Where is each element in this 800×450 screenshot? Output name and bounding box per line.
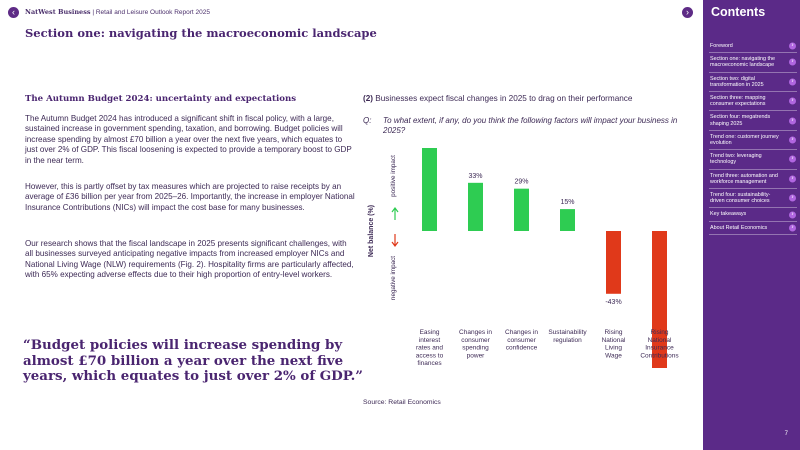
category-label: power [467,352,486,359]
article-paragraph-3: Our research shows that the fiscal lands… [25,239,354,280]
category-label: consumer [507,337,536,344]
contents-item-trend-three[interactable]: Trend three: automation and workforce ma… [709,170,797,190]
chevron-right-icon: › [789,155,796,163]
category-label: regulation [553,337,582,344]
contents-item-label: Trend three: automation and workforce ma… [710,172,778,185]
bar-value-label: 33% [468,173,482,180]
up-arrow-icon [391,207,399,220]
contents-item-about[interactable]: About Retail Economics › [709,222,797,235]
y-axis-label: Net balance (%) [368,205,375,257]
report-title: | Retail and Leisure Outlook Report 2025 [92,9,211,16]
down-arrow-icon [391,234,399,247]
question-text: To what extent, if any, do you think the… [383,116,678,135]
next-page-button[interactable]: › [682,7,693,18]
chart-bar [560,209,575,231]
contents-item-label: Foreword [710,43,733,49]
pull-quote: “Budget policies will increase spending … [23,337,364,385]
chart-bar [652,231,667,368]
contents-item-label: About Retail Economics [710,224,768,231]
chart-bar [606,231,621,294]
bar-value-label: -43% [605,299,621,306]
category-label: Contributions [640,352,679,359]
chevron-right-icon: › [789,211,796,219]
contents-list: Foreword › Section one: navigating the ma… [703,40,800,235]
figure-number: (2) [363,94,374,103]
figure-caption-text: Businesses expect fiscal changes in 2025… [375,94,633,103]
chevron-right-icon: › [789,117,796,125]
bar-value-label: 29% [514,179,528,186]
category-label: Changes in [505,329,538,336]
bar-chart: Net balance (%) positive impact negative i… [368,148,679,368]
contents-item-label: Section three: mapping consumer expectat… [710,95,766,108]
category-label: Changes in [459,329,492,336]
contents-item-section-two[interactable]: Section two: digital transformation in 2… [709,73,797,93]
contents-item-label: Trend one: customer journey evolution [710,133,779,147]
category-label: Rising [604,329,622,336]
article-paragraph-2: However, this is partly offset by tax me… [25,182,355,212]
sidebar-title: Contents [711,5,766,19]
figure-caption: (2) Businesses expect fiscal changes in … [363,94,632,103]
positive-impact-label: positive impact [390,155,397,197]
contents-item-label: Section two: digital transformation in 2… [710,75,764,88]
contents-sidebar: Contents Foreword › Section one: navigati… [703,0,800,450]
contents-item-label: Trend two: leveraging technology [710,153,762,166]
contents-item-section-four[interactable]: Section four: megatrends shaping 2025 › [709,111,797,131]
category-label: finances [417,360,442,367]
chevron-right-icon: › [789,175,796,183]
chevron-right-icon: › [789,224,796,232]
contents-item-trend-two[interactable]: Trend two: leveraging technology › [709,150,797,170]
category-label: interest [419,337,441,344]
article-heading: The Autumn Budget 2024: uncertainty and … [25,94,297,104]
chart-bar [514,188,529,231]
brand-name: NatWest Business [25,8,91,16]
chart-bar [422,148,437,231]
category-label: Sustainability [548,329,587,336]
chart-source: Source: Retail Economics [363,399,441,406]
chevron-right-icon: › [789,58,796,66]
chevron-left-icon: ‹ [12,7,15,17]
negative-impact-label: negative impact [390,256,397,300]
question-label: Q: [363,116,372,125]
contents-item-foreword[interactable]: Foreword › [709,40,797,54]
contents-item-label: Trend four: sustainability-driven consum… [710,192,771,205]
category-label: rates and [416,345,443,352]
chevron-right-icon: › [789,42,796,50]
section-title: Section one: navigating the macroeconomi… [25,26,377,40]
contents-item-label: Section four: megatrends shaping 2025 [710,114,771,127]
survey-question: Q: To what extent, if any, do you think … [363,116,683,136]
contents-item-trend-one[interactable]: Trend one: customer journey evolution › [709,131,797,151]
page-number: 7 [784,431,788,437]
category-label: Rising [650,329,668,336]
contents-item-trend-four[interactable]: Trend four: sustainability-driven consum… [709,189,797,209]
bar-value-label: 15% [560,199,574,206]
article-paragraph-1: The Autumn Budget 2024 has introduced a … [25,114,352,165]
chevron-right-icon: › [789,97,796,105]
category-label: spending [462,345,489,352]
chevron-right-icon: › [789,136,796,144]
chevron-right-icon: › [686,7,689,17]
category-label: Living [605,345,622,352]
prev-page-button[interactable]: ‹ [8,7,19,18]
chart-bar [468,182,483,231]
category-label: National [648,337,672,344]
category-label: Easing [420,329,440,336]
category-label: consumer [461,337,490,344]
category-label: access to [416,352,444,359]
category-label: Wage [605,352,622,359]
contents-item-label: Section one: navigating the macroeconomi… [710,56,776,69]
category-label: Insurance [645,345,674,352]
contents-item-label: Key takeaways [710,211,747,218]
category-label: National [602,337,626,344]
chevron-right-icon: › [789,78,796,86]
contents-item-section-one[interactable]: Section one: navigating the macroeconomi… [709,53,797,73]
contents-item-section-three[interactable]: Section three: mapping consumer expectat… [709,92,797,112]
report-header: NatWest Business | Retail and Leisure Ou… [25,8,210,16]
category-label: confidence [506,345,538,352]
chevron-right-icon: › [789,194,796,202]
contents-item-key-takeaways[interactable]: Key takeaways › [709,208,797,222]
